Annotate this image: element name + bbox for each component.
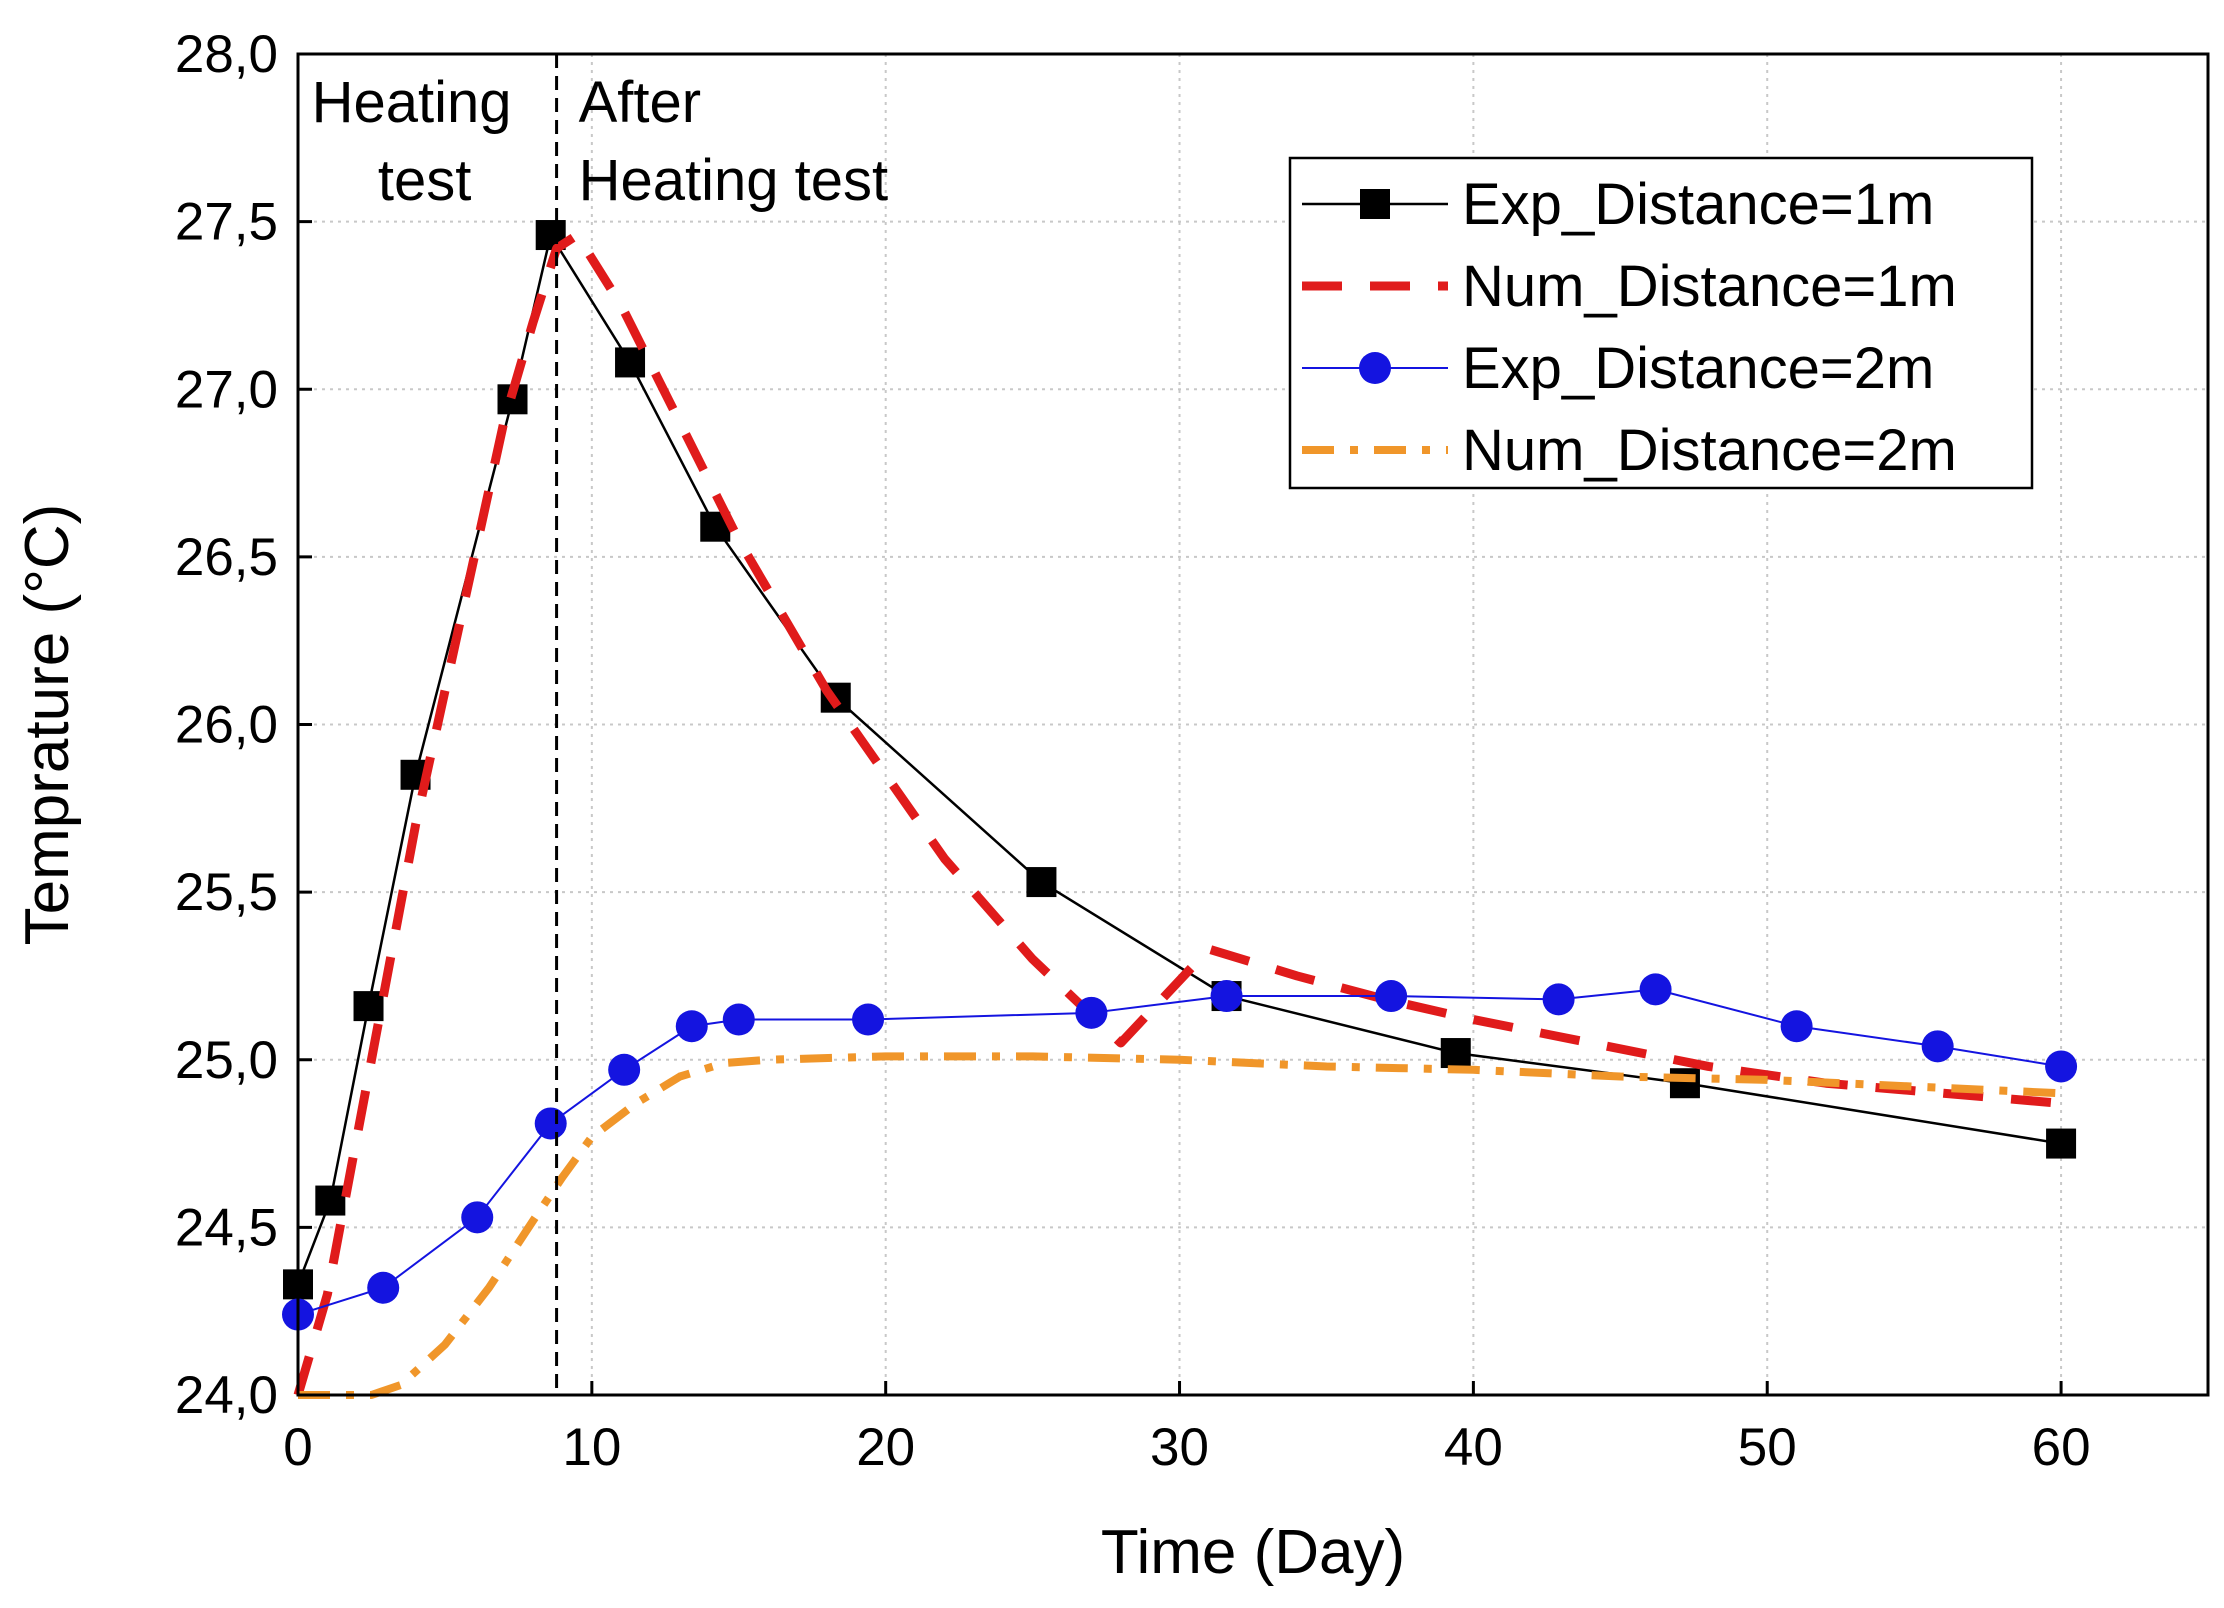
data-point bbox=[1669, 1068, 1700, 1099]
y-axis-title: Temprature (°C) bbox=[13, 504, 82, 946]
data-point bbox=[353, 991, 384, 1022]
data-point bbox=[534, 1107, 567, 1140]
data-point bbox=[2045, 1050, 2078, 1083]
legend-marker bbox=[1359, 352, 1391, 384]
y-tick-label: 24,0 bbox=[175, 1366, 278, 1425]
series-line bbox=[293, 230, 2062, 1397]
series-Num_Distance=2m bbox=[298, 1052, 2062, 1399]
legend: Exp_Distance=1m Num_Distance=1m Exp_Distan… bbox=[1288, 156, 2034, 490]
y-tick-label: 28,0 bbox=[175, 25, 278, 84]
annotation-test: test bbox=[378, 148, 472, 213]
x-tick-label: 40 bbox=[1444, 1418, 1503, 1477]
data-point bbox=[1440, 1038, 1471, 1069]
data-point bbox=[608, 1053, 641, 1086]
data-point bbox=[1210, 980, 1243, 1013]
legend-label: Exp_Distance=2m bbox=[1462, 336, 1934, 401]
y-tick-label: 25,0 bbox=[175, 1031, 278, 1090]
y-tick-label: 24,5 bbox=[175, 1198, 278, 1257]
x-tick-label: 10 bbox=[562, 1418, 621, 1477]
data-point bbox=[852, 1003, 885, 1036]
annotation-heating-test: Heating test bbox=[579, 148, 889, 213]
axis-ticks: 0 10 20 30 40 50 60 24,0 24,5 25,0 25,5 26,0 26,5 27,… bbox=[175, 25, 2091, 1477]
x-axis-title: Time (Day) bbox=[1101, 1518, 1405, 1587]
annotation-heating: Heating bbox=[312, 70, 512, 135]
data-point bbox=[1375, 980, 1408, 1013]
series-Num_Distance=1m bbox=[293, 230, 2062, 1397]
data-point bbox=[1780, 1010, 1813, 1043]
plot-series bbox=[282, 220, 2078, 1399]
data-point bbox=[461, 1201, 494, 1234]
y-tick-label: 26,5 bbox=[175, 528, 278, 587]
legend-box bbox=[1288, 156, 2034, 490]
data-point bbox=[675, 1010, 708, 1043]
y-tick-label: 27,5 bbox=[175, 193, 278, 252]
legend-label: Num_Distance=1m bbox=[1462, 254, 1957, 319]
legend-label: Exp_Distance=1m bbox=[1462, 172, 1934, 237]
legend-marker bbox=[1360, 189, 1390, 219]
y-tick-label: 27,0 bbox=[175, 360, 278, 419]
data-point bbox=[722, 1003, 755, 1036]
y-tick-label: 25,5 bbox=[175, 863, 278, 922]
data-point bbox=[615, 347, 646, 378]
data-point bbox=[315, 1185, 346, 1216]
data-point bbox=[367, 1271, 400, 1304]
data-point bbox=[1026, 867, 1057, 898]
series-line bbox=[296, 233, 2062, 1285]
y-tick-label: 26,0 bbox=[175, 696, 278, 755]
data-point bbox=[1075, 996, 1108, 1029]
x-tick-label: 50 bbox=[1738, 1418, 1797, 1477]
data-point bbox=[2046, 1128, 2077, 1159]
x-tick-label: 20 bbox=[856, 1418, 915, 1477]
annotation-after: After bbox=[579, 70, 702, 135]
legend-label: Num_Distance=2m bbox=[1462, 418, 1957, 483]
x-tick-label: 30 bbox=[1150, 1418, 1209, 1477]
series-line bbox=[297, 988, 2062, 1316]
data-point bbox=[1639, 973, 1672, 1006]
series-line bbox=[298, 1052, 2062, 1399]
x-tick-label: 60 bbox=[2032, 1418, 2091, 1477]
x-tick-label: 0 bbox=[283, 1418, 312, 1477]
data-point bbox=[1542, 983, 1575, 1016]
data-point bbox=[1921, 1030, 1954, 1063]
